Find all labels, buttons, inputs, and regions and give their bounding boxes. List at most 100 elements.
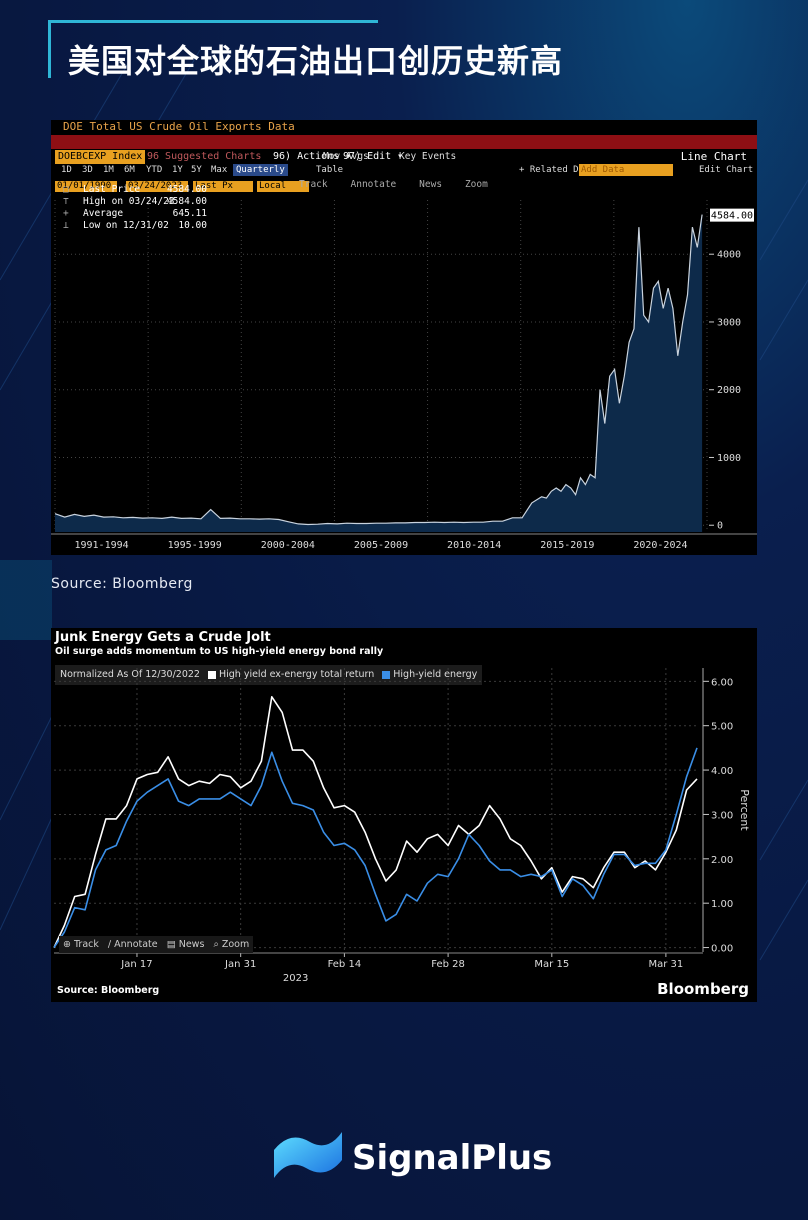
y-tick-label: 0.00 — [711, 944, 733, 955]
annotate-tool[interactable]: Annotate — [350, 179, 397, 190]
x-tick-label: Jan 31 — [224, 959, 256, 970]
legend-last-price: □ Last Price 4584.00 — [63, 184, 207, 195]
x-tick-label: Mar 15 — [534, 959, 569, 970]
news-tool-2[interactable]: News — [178, 939, 205, 950]
legend-low: ⊥ Low on 12/31/02 10.00 — [63, 220, 207, 231]
average-marker-icon: + — [63, 208, 69, 219]
x-tick-label: 2000-2004 — [261, 540, 315, 551]
x-tick-label: 1995-1999 — [168, 540, 222, 551]
frequency-select[interactable]: Quarterly — [233, 164, 288, 176]
junk-energy-chart: 0.00 1.00 2.00 3.00 4.00 5.00 6.00 Percent Jan 1… — [53, 668, 751, 984]
x-tick-label: 2020-2024 — [633, 540, 687, 551]
title-accent-top — [48, 20, 378, 23]
white-swatch-icon — [207, 670, 216, 679]
edit-chart-button[interactable]: Edit Chart — [699, 165, 754, 175]
high-marker-icon: ⊤ — [63, 196, 69, 207]
track-tool-2[interactable]: Track — [74, 939, 99, 950]
junk-energy-chart-panel: Junk Energy Gets a Crude Jolt Oil surge … — [51, 628, 757, 1002]
mov-avgs-toggle[interactable]: Mov Avgs — [323, 151, 369, 162]
period-bar: 1D 3D 1M 6M YTD 1Y 5Y Max Quarterly Tabl… — [51, 164, 757, 176]
y-tick-label: 3000 — [717, 317, 741, 328]
table-toggle[interactable]: Table — [316, 165, 344, 175]
legend-series-2: High-yield energy — [393, 669, 478, 680]
chart-title: Junk Energy Gets a Crude Jolt — [55, 630, 271, 645]
x-tick-label: 2005-2009 — [354, 540, 408, 551]
area-fill — [55, 214, 703, 532]
edit-menu[interactable]: 97) Edit ▾ — [343, 151, 404, 162]
series-line-exports — [54, 214, 703, 526]
y-tick-label: 4.00 — [711, 766, 733, 777]
terminal-header: DOE Total US Crude Oil Exports Data — [63, 120, 295, 133]
legend-series-1: High yield ex-energy total return — [218, 669, 375, 680]
normalized-label: Normalized As Of 12/30/2022 — [60, 669, 200, 680]
ticker-field[interactable]: DOEBCEXP Index — [55, 150, 145, 164]
y-tick-label: 4000 — [717, 250, 741, 261]
chart2-tools: ⊕ Track ∕ Annotate ▤ News ⌕ Zoom — [59, 936, 254, 953]
legend-average: + Average 645.11 — [63, 208, 207, 219]
low-marker-icon: ⊥ — [63, 220, 69, 231]
related-data-button[interactable]: + Related Dat — [519, 165, 590, 175]
end-date-input[interactable]: 03/24/2023 — [126, 181, 188, 192]
news-tool[interactable]: News — [419, 179, 443, 190]
zoom-tool-2[interactable]: Zoom — [221, 939, 250, 950]
series-line-hy-energy — [53, 747, 698, 949]
blue-swatch-icon — [382, 670, 391, 679]
period-1m[interactable]: 1M — [103, 165, 114, 175]
x-tick-label: 2015-2019 — [540, 540, 594, 551]
y-tick-label: 3.00 — [711, 810, 733, 821]
chart-type-label: Line Chart — [680, 150, 747, 163]
x-tick-label: Jan 17 — [120, 959, 152, 970]
actions-menu[interactable]: 96) Actions ▾ — [273, 151, 352, 162]
zoom-tool[interactable]: Zoom — [464, 179, 488, 190]
crude-exports-chart: 0 1000 2000 3000 4000 1991-1994 1995-1999 2000-… — [51, 200, 757, 551]
last-value-label: 4584.00 — [711, 211, 753, 222]
y-tick-label: 1000 — [717, 453, 741, 464]
date-controls: 01/01/1990 03/24/2023 Last Px Local CCY … — [51, 150, 757, 202]
x-axis-year-label: 2023 — [283, 973, 308, 984]
currency-select[interactable]: Local CCY — [257, 181, 309, 202]
zoom-icon: ⌕ — [213, 939, 219, 950]
period-max[interactable]: Max — [211, 165, 228, 175]
last-price-swatch-icon: □ — [63, 184, 69, 195]
x-tick-label: 1991-1994 — [74, 540, 128, 551]
legend-high: ⊤ High on 03/24/23 4584.00 — [63, 196, 207, 207]
track-icon: ⊕ — [63, 939, 71, 950]
suggested-charts[interactable]: 96 Suggested Charts — [147, 151, 262, 162]
period-6m[interactable]: 6M — [124, 165, 135, 175]
period-3d[interactable]: 3D — [82, 165, 93, 175]
period-1y[interactable]: 1Y — [172, 165, 183, 175]
y-tick-label: 1.00 — [711, 899, 733, 910]
y-tick-label: 2000 — [717, 385, 741, 396]
chart-subtitle: Oil surge adds momentum to US high-yield… — [55, 646, 384, 657]
y-tick-label: 0 — [717, 521, 723, 532]
y-tick-label: 5.00 — [711, 722, 733, 733]
period-ytd[interactable]: YTD — [146, 165, 163, 175]
track-tool[interactable]: Track — [299, 179, 328, 190]
x-tick-label: Feb 14 — [328, 959, 362, 970]
period-5y[interactable]: 5Y — [191, 165, 202, 175]
key-events-toggle[interactable]: Key Events — [399, 151, 457, 162]
chart2-source: Source: Bloomberg — [57, 985, 160, 996]
signalplus-mark-icon — [274, 1132, 342, 1178]
x-tick-label: 2010-2014 — [447, 540, 501, 551]
signalplus-wordmark: SignalPlus — [352, 1138, 553, 1178]
title-accent-left — [48, 20, 51, 78]
chart-legend: □ Last Price 4584.00 ⊤ High on 03/24/23 4584… — [61, 184, 207, 232]
chart-tools: Track Annotate News Zoom — [299, 178, 488, 191]
field-select[interactable]: Last Px — [193, 181, 253, 192]
annotate-icon: ∕ — [107, 939, 112, 950]
bloomberg-logo: Bloomberg — [657, 980, 749, 998]
source-caption: Source: Bloomberg — [51, 576, 193, 592]
bloomberg-terminal-chart: DOE Total US Crude Oil Exports Data DOEB… — [51, 120, 757, 555]
annotate-tool-2[interactable]: Annotate — [114, 939, 158, 950]
news-icon: ▤ — [166, 939, 176, 950]
signalplus-logo: SignalPlus — [272, 1128, 552, 1182]
period-1d[interactable]: 1D — [61, 165, 72, 175]
add-data-input[interactable]: Add Data — [579, 164, 673, 176]
start-date-input[interactable]: 01/01/1990 — [55, 181, 117, 192]
page-title: 美国对全球的石油出口创历史新高 — [68, 42, 564, 80]
x-tick-label: Feb 28 — [431, 959, 465, 970]
y-tick-label: 2.00 — [711, 855, 733, 866]
terminal-toolbar: DOEBCEXP Index 96 Suggested Charts 96) A… — [51, 135, 757, 164]
